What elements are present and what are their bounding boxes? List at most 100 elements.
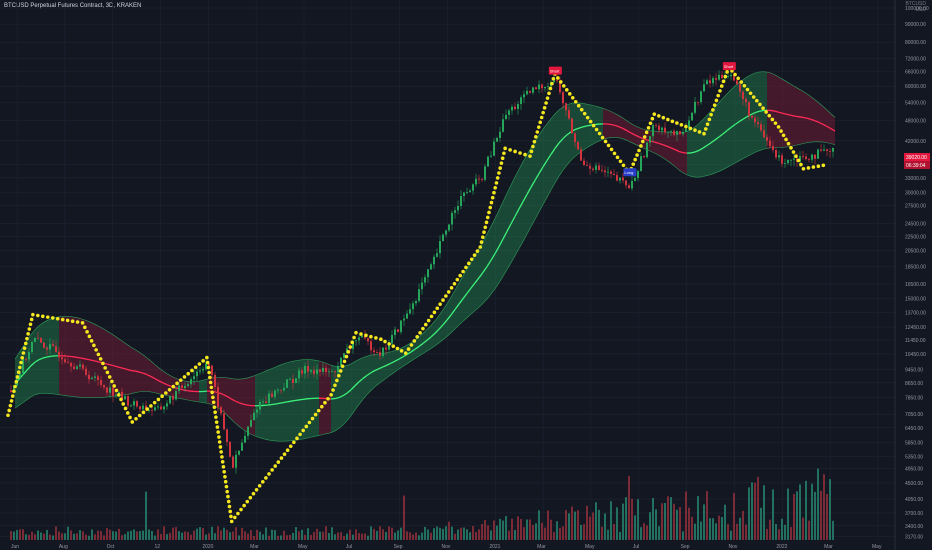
band-edge-lower <box>738 158 744 162</box>
supertrend-dot <box>226 499 231 504</box>
volume-bar <box>475 531 477 540</box>
band-midline <box>238 402 244 405</box>
candle-body <box>190 379 192 385</box>
supertrend-dot <box>716 93 721 98</box>
candle-body <box>718 74 720 80</box>
band-edge-upper <box>354 359 360 362</box>
band-edge-lower <box>690 176 696 178</box>
volume-bar <box>259 531 261 540</box>
band-edge-upper <box>326 363 332 366</box>
volume-bar <box>196 528 198 540</box>
candle-body <box>685 128 687 133</box>
band-edge-lower <box>450 328 456 333</box>
supertrend-dot <box>494 181 499 185</box>
band-edge-lower <box>514 248 520 256</box>
candle-body <box>370 341 372 351</box>
band-edge-lower <box>618 137 624 140</box>
candle-body <box>325 367 327 373</box>
band-midline <box>230 398 236 402</box>
candle-body <box>709 80 711 84</box>
band-midline <box>514 208 520 217</box>
volume-bar <box>379 526 381 540</box>
band-edge-upper <box>798 88 804 92</box>
band-edge-upper <box>154 364 160 369</box>
candle-body <box>301 370 303 374</box>
volume-bar <box>661 503 663 540</box>
band-midline <box>702 144 708 149</box>
candle-body <box>265 401 267 404</box>
band-edge-lower <box>334 428 340 432</box>
supertrend-dot <box>635 153 639 157</box>
volume-bar <box>583 524 585 540</box>
supertrend-dot <box>725 70 729 74</box>
supertrend-dot <box>338 369 343 373</box>
supertrend-dot <box>110 379 114 384</box>
band-midline <box>618 126 624 130</box>
supertrend-dot <box>644 130 649 135</box>
volume-bar <box>265 527 267 540</box>
band-midline <box>534 173 540 181</box>
band-edge-upper <box>158 367 164 372</box>
band-edge-lower <box>726 164 732 168</box>
candle-body <box>520 97 522 105</box>
supertrend-dot <box>531 144 535 149</box>
volume-bar <box>43 533 45 540</box>
supertrend-dot <box>758 102 762 107</box>
volume-bar <box>832 520 834 540</box>
candle-body <box>355 340 357 342</box>
volume-bar <box>499 518 501 540</box>
volume-bar <box>631 498 633 540</box>
supertrend-dot <box>418 330 422 335</box>
candle-body <box>244 435 246 443</box>
supertrend-dot <box>215 425 220 429</box>
last-price-text: 39020.00 <box>906 155 927 161</box>
volume-bar <box>691 516 693 540</box>
band-edge-lower <box>682 172 688 176</box>
band-midline <box>138 371 144 374</box>
volume-bar <box>616 507 618 540</box>
band-midline <box>706 142 712 147</box>
volume-bar <box>397 530 399 540</box>
band-edge-lower <box>458 321 464 326</box>
candle-body <box>367 338 369 342</box>
supertrend-dot <box>233 515 237 520</box>
supertrend-dot <box>564 88 569 92</box>
candle-body <box>544 86 546 89</box>
candle-body <box>523 94 525 98</box>
band-edge-upper <box>266 368 272 371</box>
volume-bar <box>85 534 87 540</box>
volume-bar <box>805 480 807 540</box>
supertrend-dot <box>12 389 16 394</box>
band-midline <box>70 355 76 358</box>
band-edge-upper <box>742 76 748 80</box>
supertrend-dot <box>776 125 781 129</box>
band-edge-upper <box>254 373 260 376</box>
candle-body <box>88 374 90 380</box>
supertrend-dot <box>350 340 354 345</box>
currency-label: USD <box>915 7 926 13</box>
band-midline <box>802 116 808 119</box>
volume-bar <box>559 527 561 540</box>
volume-bar <box>808 520 810 540</box>
candle-body <box>136 401 138 407</box>
supertrend-dot <box>354 330 358 335</box>
supertrend-dot <box>130 420 135 424</box>
supertrend-dot <box>226 494 230 499</box>
candle-body <box>532 87 534 93</box>
candle-body <box>745 98 747 103</box>
supertrend-dot <box>217 435 221 439</box>
candle-body <box>124 396 126 400</box>
volume-bar <box>31 531 33 540</box>
candle-body <box>223 413 225 430</box>
volume-bar <box>469 532 471 540</box>
y-tick-label: 80000.00 <box>905 40 926 46</box>
volume-bar <box>565 510 567 540</box>
candle-body <box>583 160 585 165</box>
candle-body <box>274 390 276 397</box>
band-midline <box>506 223 512 232</box>
band-edge-lower <box>522 234 528 242</box>
band-midline <box>354 381 360 387</box>
supertrend-dot <box>282 452 287 456</box>
candle-body <box>460 196 462 207</box>
